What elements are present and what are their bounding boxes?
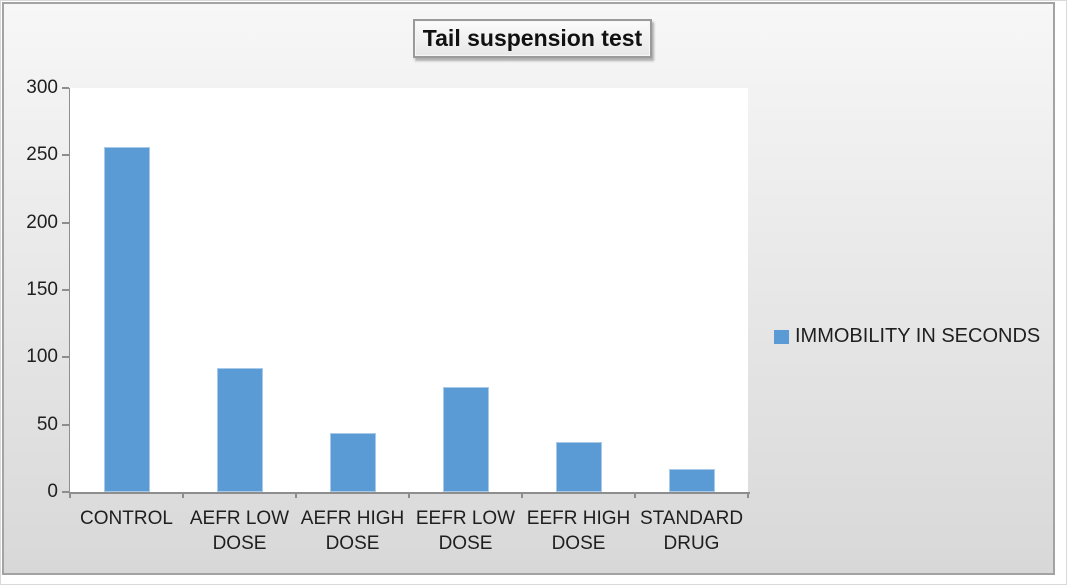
x-tick xyxy=(634,492,636,498)
bar xyxy=(216,368,263,492)
y-tick-label: 200 xyxy=(26,211,58,233)
y-tick-label: 50 xyxy=(36,413,58,435)
x-tick xyxy=(408,492,410,498)
x-tick xyxy=(182,492,184,498)
y-axis-line xyxy=(68,88,70,493)
x-category-label: EEFR LOW DOSE xyxy=(415,508,516,554)
y-tick xyxy=(62,87,69,89)
y-tick-label: 100 xyxy=(26,346,58,368)
y-tick xyxy=(62,423,69,426)
x-category-label: AEFR LOW DOSE xyxy=(189,508,290,554)
plot-area xyxy=(70,88,748,492)
x-tick xyxy=(521,492,523,498)
x-tick xyxy=(295,492,297,498)
y-tick-label: 250 xyxy=(26,144,58,166)
bar xyxy=(103,147,150,492)
chart-title-box: Tail suspension test xyxy=(413,19,652,58)
chart-title: Tail suspension test xyxy=(422,25,643,51)
y-tick-label: 150 xyxy=(26,279,58,300)
bar xyxy=(668,469,715,492)
y-tick xyxy=(62,491,69,493)
y-tick xyxy=(62,356,69,359)
bar xyxy=(555,442,602,492)
legend: IMMOBILITY IN SECONDS xyxy=(774,325,1040,348)
y-tick-label: 300 xyxy=(26,77,58,98)
x-category-label: EEFR HIGH DOSE xyxy=(526,508,631,554)
y-tick xyxy=(62,221,69,224)
legend-swatch xyxy=(774,329,789,344)
legend-label: IMMOBILITY IN SECONDS xyxy=(795,325,1041,347)
bar xyxy=(329,432,376,492)
x-tick xyxy=(747,492,749,498)
x-category-label: STANDARD DRUG xyxy=(639,508,744,554)
x-tick xyxy=(69,492,71,498)
bar xyxy=(442,386,489,492)
y-tick xyxy=(62,289,69,291)
y-tick-label: 0 xyxy=(47,481,58,502)
y-tick xyxy=(62,154,69,157)
x-category-label: CONTROL xyxy=(80,508,173,529)
x-category-label: AEFR HIGH DOSE xyxy=(300,508,405,554)
